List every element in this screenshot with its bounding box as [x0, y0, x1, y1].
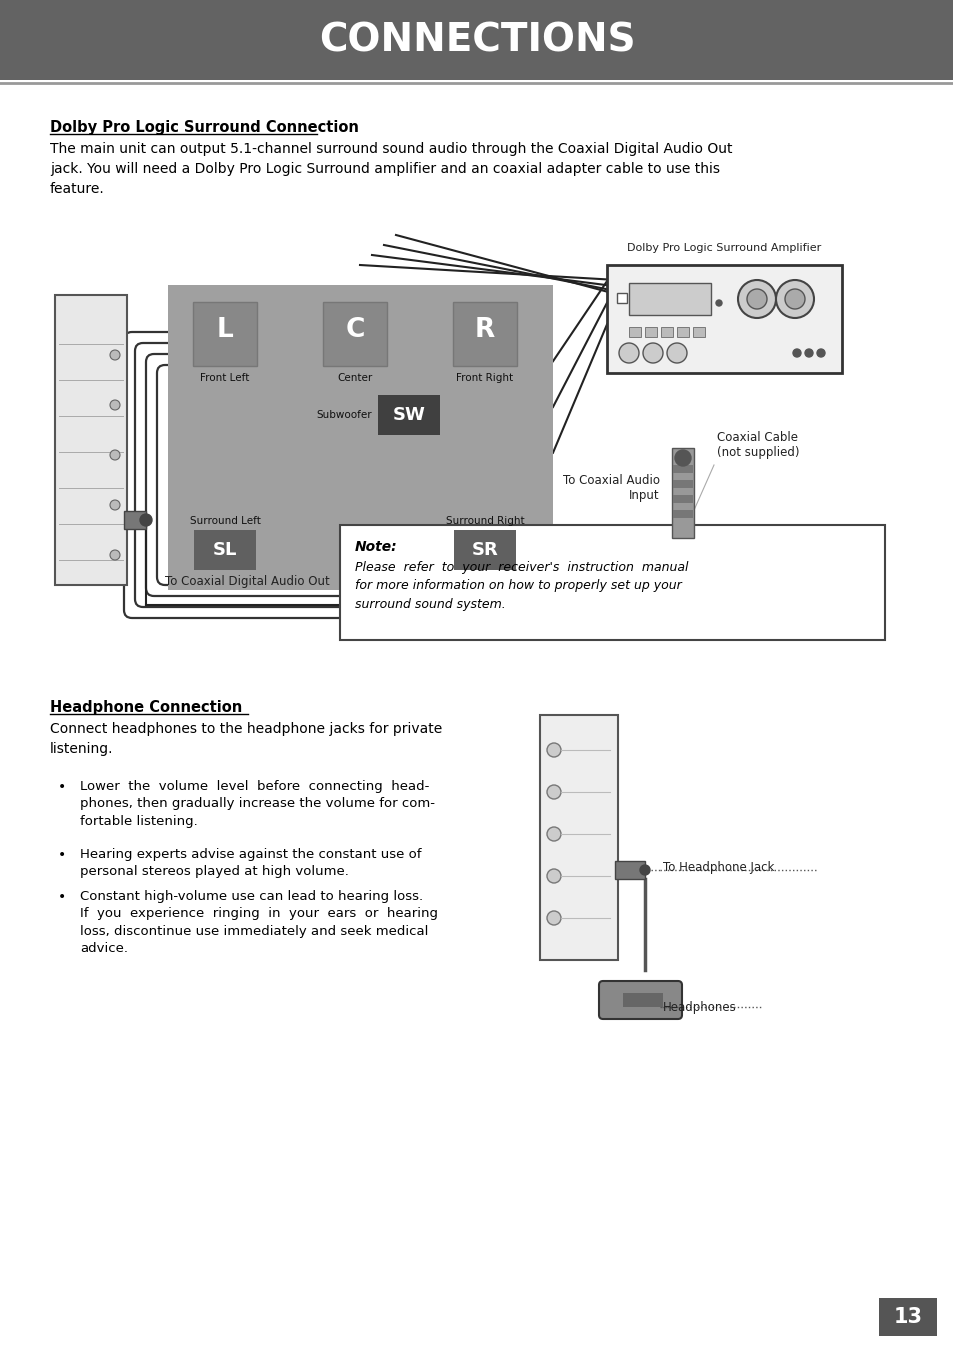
FancyBboxPatch shape [672, 481, 692, 487]
Text: SL: SL [213, 542, 237, 559]
Text: The main unit can output 5.1-channel surround sound audio through the Coaxial Di: The main unit can output 5.1-channel sur… [50, 142, 732, 196]
FancyBboxPatch shape [677, 328, 688, 337]
FancyBboxPatch shape [168, 284, 553, 590]
Text: To Coaxial Audio
Input: To Coaxial Audio Input [562, 474, 659, 502]
Circle shape [110, 500, 120, 510]
Text: Connect headphones to the headphone jacks for private
listening.: Connect headphones to the headphone jack… [50, 722, 442, 756]
FancyBboxPatch shape [339, 525, 884, 640]
FancyBboxPatch shape [672, 496, 692, 502]
Circle shape [642, 343, 662, 363]
Text: Front Right: Front Right [456, 372, 513, 383]
Circle shape [666, 343, 686, 363]
Circle shape [716, 301, 721, 306]
Text: Front Left: Front Left [200, 372, 250, 383]
Circle shape [110, 399, 120, 410]
FancyBboxPatch shape [644, 328, 657, 337]
FancyBboxPatch shape [193, 302, 256, 366]
FancyBboxPatch shape [124, 510, 146, 529]
Text: L: L [216, 317, 233, 343]
Text: Surround Right: Surround Right [445, 516, 524, 525]
Circle shape [546, 827, 560, 841]
FancyBboxPatch shape [672, 510, 692, 519]
Text: Hearing experts advise against the constant use of
personal stereos played at hi: Hearing experts advise against the const… [80, 848, 421, 879]
Circle shape [804, 349, 812, 357]
FancyBboxPatch shape [617, 292, 626, 303]
Text: Coaxial Cable
(not supplied): Coaxial Cable (not supplied) [717, 431, 799, 459]
FancyBboxPatch shape [55, 295, 127, 585]
Circle shape [738, 280, 775, 318]
FancyBboxPatch shape [671, 448, 693, 538]
Text: R: R [475, 317, 495, 343]
Text: •: • [58, 848, 66, 862]
Text: Constant high-volume use can lead to hearing loss.
If  you  experience  ringing : Constant high-volume use can lead to hea… [80, 890, 437, 956]
Text: •: • [58, 780, 66, 793]
Text: Subwoofer: Subwoofer [316, 410, 372, 420]
Circle shape [110, 349, 120, 360]
Circle shape [546, 911, 560, 925]
FancyBboxPatch shape [193, 529, 255, 570]
Circle shape [546, 869, 560, 883]
Text: SW: SW [392, 406, 425, 424]
Text: Note:: Note: [355, 540, 397, 554]
FancyBboxPatch shape [672, 464, 692, 473]
Circle shape [639, 865, 649, 875]
Text: Please  refer  to  your  receiver's  instruction  manual
for more information on: Please refer to your receiver's instruct… [355, 561, 688, 611]
FancyBboxPatch shape [453, 302, 517, 366]
Text: Headphone Connection: Headphone Connection [50, 700, 242, 715]
Text: C: C [345, 317, 364, 343]
Text: To Headphone Jack: To Headphone Jack [662, 861, 774, 875]
FancyBboxPatch shape [878, 1298, 936, 1336]
FancyBboxPatch shape [377, 395, 439, 435]
Text: Dolby Pro Logic Surround Amplifier: Dolby Pro Logic Surround Amplifier [627, 242, 821, 253]
Text: CONNECTIONS: CONNECTIONS [318, 22, 635, 60]
Text: Center: Center [337, 372, 373, 383]
Circle shape [675, 450, 690, 466]
FancyBboxPatch shape [628, 283, 710, 315]
FancyBboxPatch shape [660, 328, 672, 337]
Text: •: • [58, 890, 66, 904]
FancyBboxPatch shape [622, 992, 662, 1007]
FancyBboxPatch shape [692, 328, 704, 337]
Circle shape [110, 450, 120, 460]
Circle shape [746, 288, 766, 309]
Text: SR: SR [471, 542, 497, 559]
FancyBboxPatch shape [0, 0, 953, 80]
FancyBboxPatch shape [539, 715, 618, 960]
Circle shape [546, 743, 560, 757]
Circle shape [784, 288, 804, 309]
FancyBboxPatch shape [615, 861, 644, 879]
Circle shape [792, 349, 801, 357]
Circle shape [110, 550, 120, 561]
Circle shape [618, 343, 639, 363]
Circle shape [816, 349, 824, 357]
FancyBboxPatch shape [454, 529, 516, 570]
Circle shape [775, 280, 813, 318]
Text: Surround Left: Surround Left [190, 516, 260, 525]
Circle shape [546, 785, 560, 799]
FancyBboxPatch shape [598, 982, 681, 1020]
Text: 13: 13 [893, 1307, 922, 1327]
FancyBboxPatch shape [606, 265, 841, 372]
Text: To Coaxial Digital Audio Out: To Coaxial Digital Audio Out [165, 575, 330, 589]
Circle shape [140, 515, 152, 525]
Text: Lower  the  volume  level  before  connecting  head-
phones, then gradually incr: Lower the volume level before connecting… [80, 780, 435, 829]
FancyBboxPatch shape [323, 302, 387, 366]
FancyBboxPatch shape [628, 328, 640, 337]
Text: Dolby Pro Logic Surround Connection: Dolby Pro Logic Surround Connection [50, 121, 358, 135]
Text: Headphones: Headphones [662, 1001, 736, 1014]
